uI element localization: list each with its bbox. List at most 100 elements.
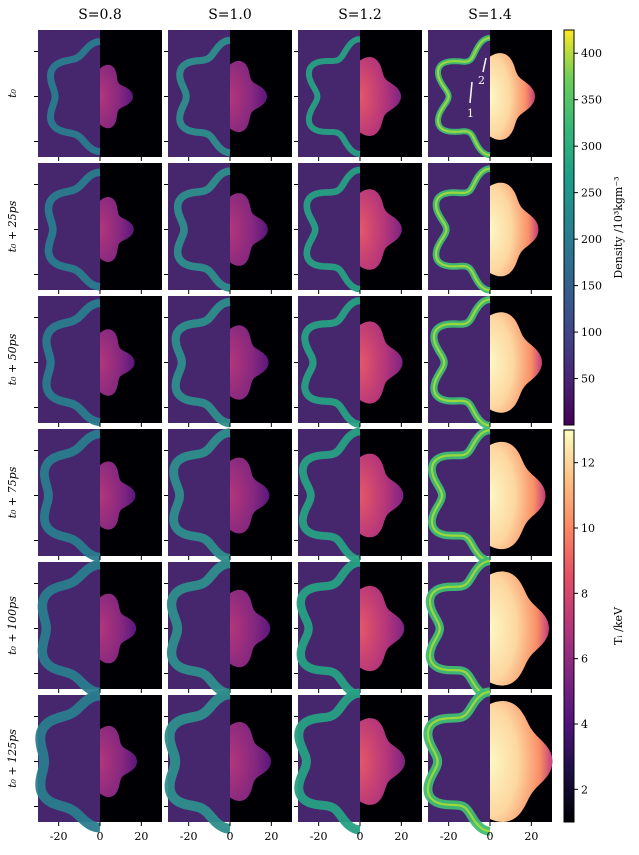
- temperature-core: [100, 593, 137, 664]
- density-shell: [303, 166, 362, 293]
- temperature-core: [230, 193, 268, 266]
- temperature-core: [100, 197, 134, 262]
- temperature-core: [360, 453, 404, 538]
- panel: [294, 427, 422, 564]
- x-tick-label: -20: [440, 830, 458, 843]
- temperature-core: [230, 722, 271, 801]
- temperature-core: [230, 457, 270, 534]
- colorbar-tick-label: 200: [581, 233, 602, 246]
- x-tick-label: 20: [524, 830, 538, 843]
- panel: [294, 30, 422, 161]
- row-label: t₀ + 125ps: [6, 729, 19, 788]
- temperature-core: [230, 325, 269, 400]
- temperature-core: [490, 312, 542, 413]
- density-shell: [47, 38, 103, 155]
- density-shell: [42, 299, 103, 426]
- panel: [164, 558, 292, 699]
- colorbar-label: Density /10³kgm⁻³: [612, 176, 625, 278]
- panel: [424, 426, 552, 565]
- x-tick-label: 20: [264, 830, 278, 843]
- density-shell: [171, 297, 233, 428]
- x-axis: -20 0 20 -20 0 20 -20 0 20 -20 0 20: [50, 830, 539, 843]
- annotation-label-2: 2: [478, 74, 485, 87]
- row-label: t₀ + 100ps: [6, 596, 19, 655]
- colorbar-tick-label: 300: [581, 140, 602, 153]
- x-tick-label: 0: [227, 830, 234, 843]
- panel: [164, 30, 292, 161]
- annotation-pointer-1: [469, 81, 473, 104]
- panel: [34, 429, 162, 562]
- panel: [34, 560, 162, 697]
- density-shell: [301, 297, 362, 428]
- density-half: [298, 30, 360, 157]
- panel: [423, 687, 553, 836]
- density-shell-peak: [428, 560, 491, 697]
- panel: [294, 688, 422, 835]
- temperature-core: [490, 571, 549, 686]
- row-labels: t₀ t₀ + 25ps t₀ + 50ps t₀ + 75ps t₀ + 100ps t…: [6, 89, 19, 788]
- density-half: [428, 163, 490, 290]
- density-shell: [294, 688, 363, 835]
- panel: [34, 296, 162, 427]
- panel: [34, 30, 162, 161]
- column-title: S=0.8: [78, 7, 122, 23]
- colorbar-tick-label: 10: [581, 522, 595, 535]
- density-shell: [169, 428, 233, 563]
- panel: [164, 296, 292, 428]
- density-shell-peak: [436, 36, 491, 157]
- panel: [164, 163, 292, 294]
- annotation-pointer-2: [482, 57, 487, 73]
- annotation-label-1: 1: [467, 107, 474, 120]
- row-label: t₀ + 75ps: [6, 466, 19, 518]
- density-shell: [296, 558, 363, 699]
- column-title: S=1.0: [208, 7, 252, 23]
- colorbar-tick-label: 8: [581, 587, 588, 600]
- annotations: 12: [467, 57, 487, 120]
- column-title: S=1.4: [468, 7, 512, 23]
- density-shell: [44, 168, 103, 291]
- density-half: [428, 30, 490, 157]
- x-tick-label: -20: [310, 830, 328, 843]
- colorbar-tick-label: 100: [581, 326, 602, 339]
- density-shell-peak: [426, 690, 491, 833]
- x-tick-label: 20: [394, 830, 408, 843]
- colorbar-tick-label: 4: [581, 718, 588, 731]
- panel: [424, 30, 552, 161]
- temperature-core: [490, 53, 535, 140]
- temperature-core: [100, 64, 133, 129]
- panel: [34, 163, 162, 294]
- colorbar-tick-label: 6: [581, 653, 588, 666]
- x-tick-label: -20: [50, 830, 68, 843]
- temperature-core: [100, 329, 135, 396]
- colorbar-tick-label: 50: [581, 373, 595, 386]
- temperature-core: [360, 57, 401, 136]
- panel: [424, 556, 552, 701]
- density-shell-peak: [434, 167, 491, 292]
- panel: [164, 689, 292, 834]
- column-title: S=1.2: [338, 7, 382, 23]
- temperature-core: [360, 189, 402, 270]
- x-tick-label: 0: [97, 830, 104, 843]
- row-label: t₀ + 25ps: [6, 200, 19, 252]
- colorbar-tick-label: 250: [581, 187, 602, 200]
- density-shell: [164, 689, 234, 834]
- temperature-core: [100, 725, 137, 798]
- temperature-core: [360, 585, 405, 672]
- column-titles: S=0.8 S=1.0 S=1.2 S=1.4: [78, 7, 512, 23]
- density-shell: [35, 690, 104, 833]
- density-shell-peak: [432, 298, 491, 427]
- colorbar-label: Tᵢ /keV: [612, 606, 625, 645]
- panel: [424, 163, 552, 294]
- panel-grid: 12: [34, 30, 553, 836]
- colorbar-tick-label: 12: [581, 457, 595, 470]
- density-shell: [37, 560, 103, 697]
- colorbar-tick-label: 400: [581, 47, 602, 60]
- density-colorbar: 50 100 150 200 250 300 350 400 Density /10³kgm⁻³: [563, 29, 625, 426]
- temperature-colorbar: 2 4 6 8 10 12 Tᵢ /keV: [563, 429, 625, 823]
- temperature-core: [230, 60, 267, 133]
- density-shell: [173, 167, 233, 292]
- row-label: t₀: [6, 89, 19, 98]
- temperature-core: [230, 589, 271, 668]
- density-shell: [40, 429, 103, 562]
